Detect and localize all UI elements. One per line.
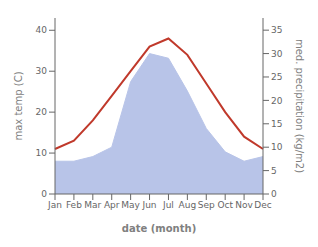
svg-text:med. precipitation (kg/m2): med. precipitation (kg/m2) xyxy=(294,39,305,173)
svg-text:Mar: Mar xyxy=(84,200,101,210)
svg-text:Aug: Aug xyxy=(179,200,197,210)
svg-text:15: 15 xyxy=(271,119,282,129)
svg-text:Nov: Nov xyxy=(235,200,253,210)
svg-text:max temp (C): max temp (C) xyxy=(13,71,24,140)
svg-text:30: 30 xyxy=(271,49,283,59)
svg-text:May: May xyxy=(121,200,140,210)
svg-text:40: 40 xyxy=(36,25,48,35)
svg-text:Feb: Feb xyxy=(66,200,82,210)
svg-text:Sep: Sep xyxy=(198,200,215,210)
svg-text:20: 20 xyxy=(36,107,48,117)
svg-text:25: 25 xyxy=(271,72,282,82)
svg-text:Jan: Jan xyxy=(47,200,62,210)
svg-text:0: 0 xyxy=(271,189,277,199)
svg-text:10: 10 xyxy=(271,142,283,152)
svg-text:10: 10 xyxy=(36,148,48,158)
svg-text:Jun: Jun xyxy=(142,200,157,210)
svg-text:Oct: Oct xyxy=(217,200,233,210)
svg-text:Apr: Apr xyxy=(104,200,120,210)
svg-text:5: 5 xyxy=(271,166,277,176)
svg-text:20: 20 xyxy=(271,96,283,106)
svg-text:date (month): date (month) xyxy=(122,223,196,234)
svg-text:30: 30 xyxy=(36,66,48,76)
svg-text:0: 0 xyxy=(41,189,47,199)
svg-text:35: 35 xyxy=(271,25,282,35)
svg-text:Dec: Dec xyxy=(254,200,271,210)
svg-text:Jul: Jul xyxy=(162,200,174,210)
